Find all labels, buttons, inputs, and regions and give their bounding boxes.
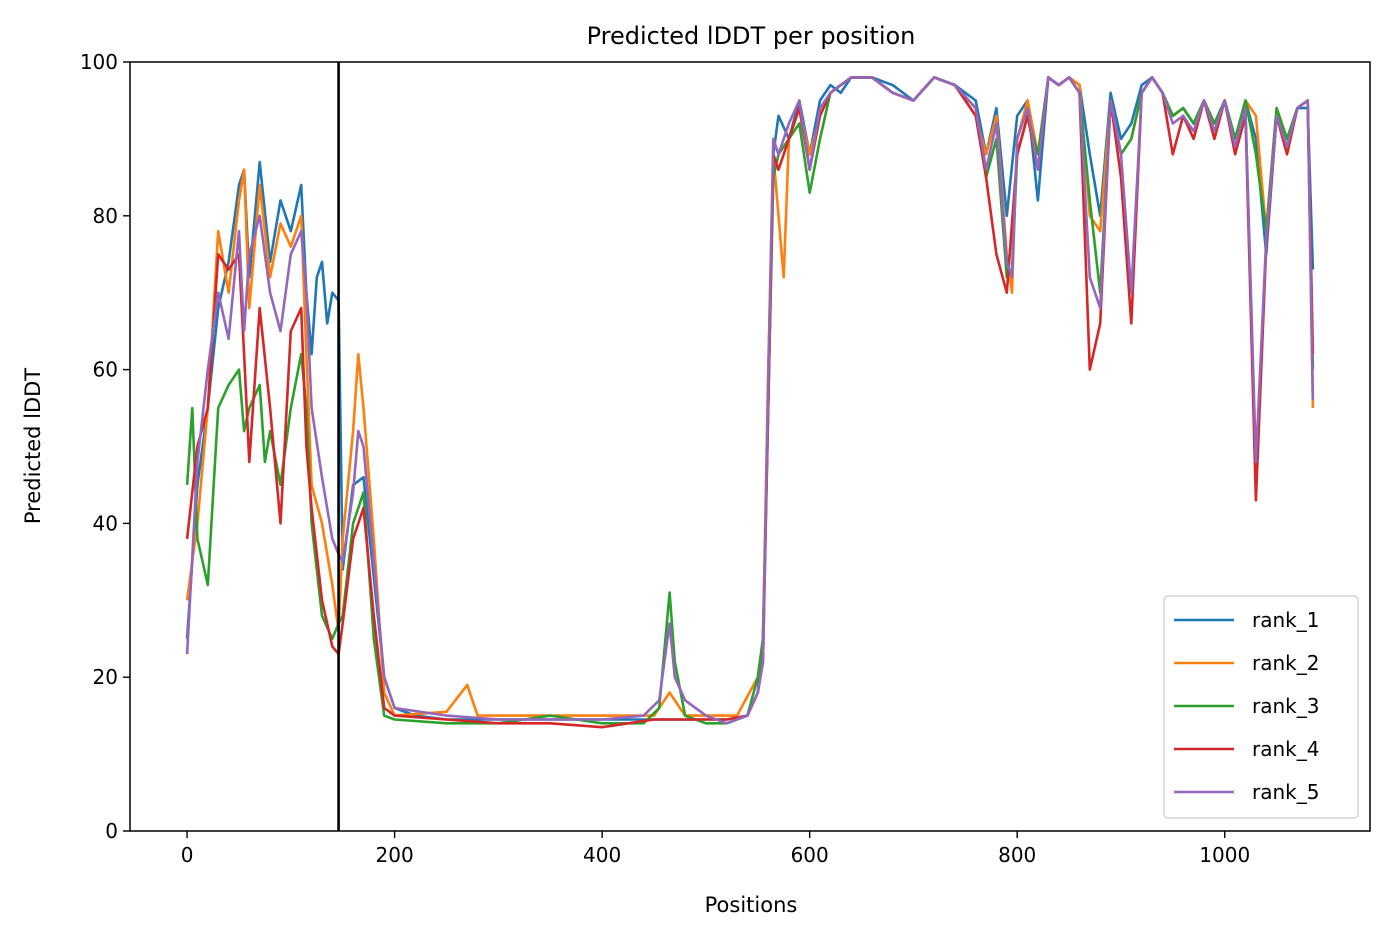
x-tick-label: 200 — [376, 843, 414, 867]
x-tick-label: 1000 — [1199, 843, 1250, 867]
legend-label-2: rank_2 — [1252, 651, 1319, 675]
y-tick-label: 60 — [93, 358, 118, 382]
x-tick-label: 0 — [181, 843, 194, 867]
x-tick-label: 400 — [583, 843, 621, 867]
legend-label-5: rank_5 — [1252, 780, 1319, 804]
x-tick-label: 800 — [998, 843, 1036, 867]
y-tick-label: 0 — [105, 819, 118, 843]
legend-box — [1163, 595, 1359, 819]
legend-label-3: rank_3 — [1252, 694, 1319, 718]
y-tick-label: 20 — [93, 665, 118, 689]
series-lines — [185, 76, 1315, 729]
plot-frame — [129, 61, 1371, 832]
y-axis: 0 20 40 60 80 100 — [80, 50, 130, 843]
series-line-5 — [185, 76, 1315, 725]
y-tick-label: 80 — [93, 204, 118, 228]
legend-label-4: rank_4 — [1252, 737, 1319, 761]
legend-label-1: rank_1 — [1252, 608, 1319, 632]
y-tick-label: 100 — [80, 50, 118, 74]
y-tick-label: 40 — [93, 511, 118, 535]
chart-title: Predicted lDDT per position — [587, 22, 916, 50]
x-axis: 0 200 400 600 800 1000 — [181, 831, 1250, 867]
x-axis-title: Positions — [705, 893, 798, 917]
y-axis-title: Predicted lDDT — [21, 368, 45, 524]
x-tick-label: 600 — [791, 843, 829, 867]
legend: rank_1 rank_2 rank_3 rank_4 rank_5 — [1163, 595, 1359, 819]
